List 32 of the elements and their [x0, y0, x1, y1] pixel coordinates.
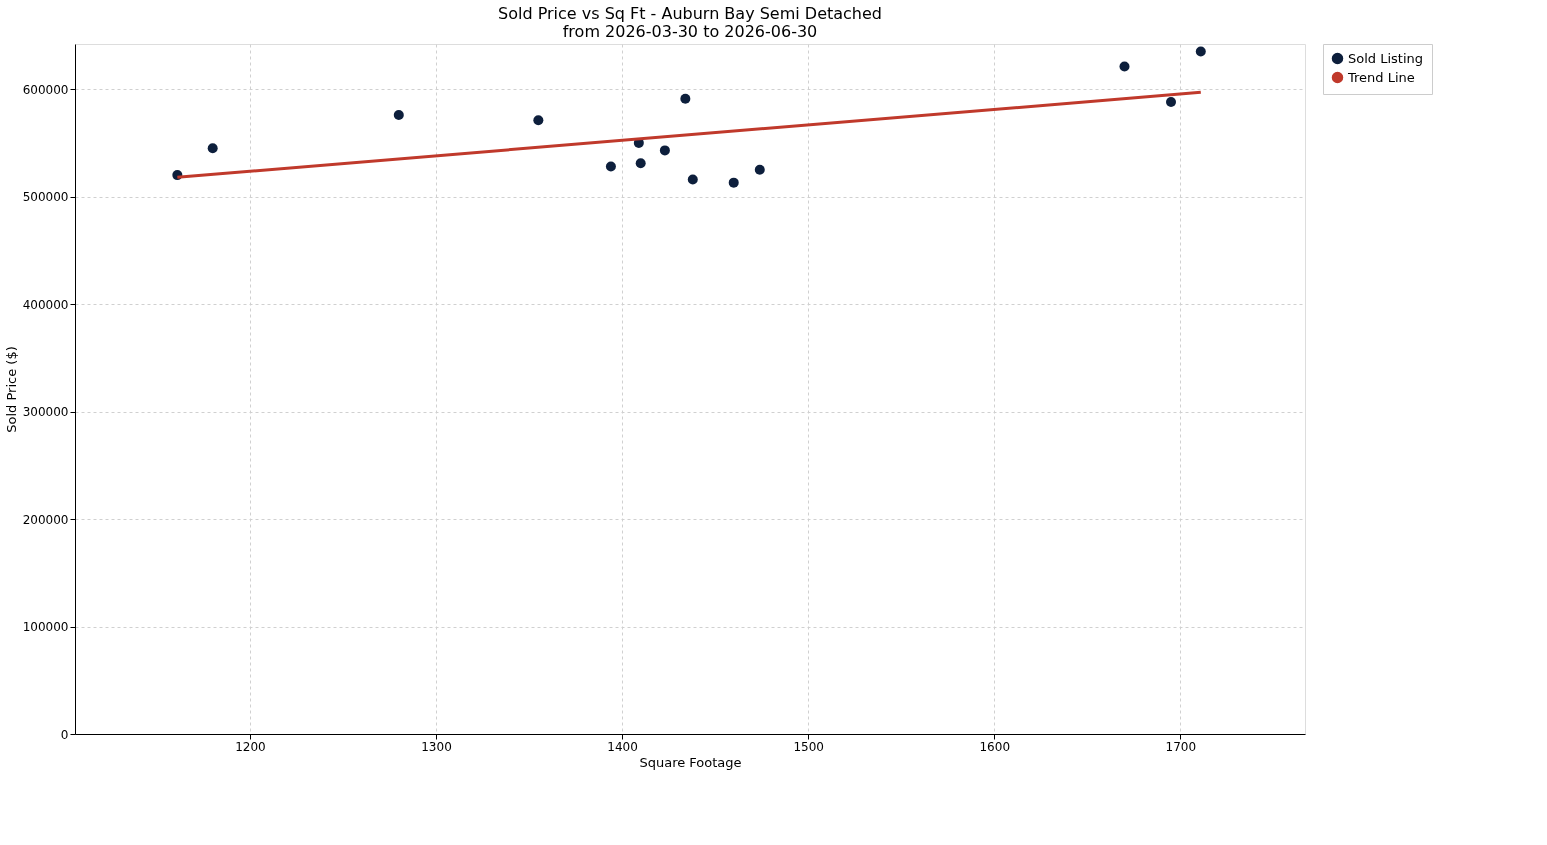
point	[635, 158, 646, 169]
point	[680, 93, 691, 104]
point	[687, 174, 698, 185]
point	[1166, 97, 1177, 108]
x-tick-label: 1200	[235, 739, 266, 754]
x-tick-label: 1700	[1165, 739, 1197, 754]
chart-title: Sold Price vs Sq Ft - Auburn Bay Semi Detached	[498, 3, 882, 23]
y-tick-label: 600000	[22, 82, 69, 97]
y-tick-label: 500000	[22, 190, 69, 205]
x-tick-label: 1500	[793, 739, 824, 754]
point	[1119, 61, 1130, 72]
y-tick-label: 300000	[22, 405, 69, 420]
y-axis-title: Sold Price ($)	[3, 346, 19, 433]
y-tick-label: 100000	[22, 620, 69, 635]
point	[393, 109, 404, 120]
x-tick-label: 1400	[607, 739, 638, 754]
x-tick-label: 1600	[979, 739, 1011, 754]
legend-label: Sold Listing	[1348, 50, 1424, 66]
chart-subtitle: from 2026-03-30 to 2026-06-30	[562, 21, 818, 41]
point	[533, 115, 544, 126]
point	[207, 143, 218, 154]
legend-label: Trend Line	[1347, 69, 1415, 85]
y-tick-label: 0	[60, 727, 69, 742]
point	[659, 145, 670, 156]
y-tick-label: 400000	[22, 297, 69, 312]
y-tick-label: 200000	[22, 512, 69, 527]
point	[754, 164, 765, 175]
point	[605, 161, 616, 172]
x-axis-title: Square Footage	[639, 754, 742, 770]
point	[1195, 46, 1206, 57]
point	[728, 177, 739, 188]
x-tick-label: 1300	[421, 739, 452, 754]
